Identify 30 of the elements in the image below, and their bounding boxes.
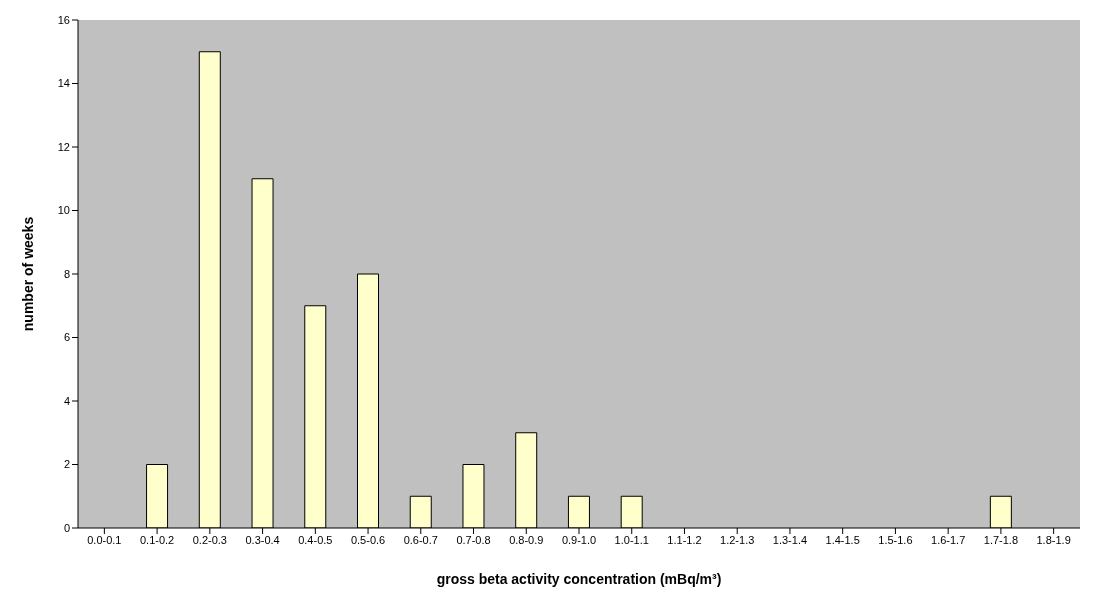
x-tick-label: 0.6-0.7 xyxy=(403,533,438,546)
x-tick-label: 1.6-1.7 xyxy=(931,533,966,546)
x-tick-label: 1.4-1.5 xyxy=(825,533,860,546)
x-tick-label: 0.8-0.9 xyxy=(509,533,544,546)
x-tick-label: 0.1-0.2 xyxy=(139,533,175,546)
x-tick-label: 0.3-0.4 xyxy=(245,533,280,546)
y-tick-label: 10 xyxy=(57,204,70,217)
x-tick-label: 0.2-0.3 xyxy=(192,533,227,546)
y-tick-label: 2 xyxy=(63,458,70,471)
x-tick-label: 1.3-1.4 xyxy=(772,533,808,546)
y-tick-label: 16 xyxy=(57,13,70,26)
x-tick-label: 0.4-0.5 xyxy=(298,533,333,546)
x-tick-label: 0.7-0.8 xyxy=(456,533,491,546)
y-tick-label: 4 xyxy=(63,394,70,407)
x-tick-label: 1.5-1.6 xyxy=(878,533,913,546)
y-tick-label: 14 xyxy=(57,77,70,90)
x-tick-label: 0.5-0.6 xyxy=(350,533,386,546)
x-tick-label: 1.1-1.2 xyxy=(667,533,702,546)
x-axis-title: gross beta activity concentration (mBq/m³) xyxy=(436,571,722,587)
x-tick-label: 1.8-1.9 xyxy=(1036,533,1071,546)
y-tick-label: 0 xyxy=(63,521,70,534)
x-tick-label: 1.2-1.3 xyxy=(720,533,755,546)
y-tick-label: 8 xyxy=(63,267,70,280)
x-tick-label: 1.7-1.8 xyxy=(983,533,1019,546)
y-tick-label: 6 xyxy=(63,331,70,344)
x-tick-label: 1.0-1.1 xyxy=(614,533,649,546)
y-axis-title: number of weeks xyxy=(19,216,36,332)
x-tick-label: 0.9-1.0 xyxy=(561,533,597,546)
y-tick-label: 12 xyxy=(57,140,70,153)
x-tick-label: 0.0-0.1 xyxy=(87,533,122,546)
